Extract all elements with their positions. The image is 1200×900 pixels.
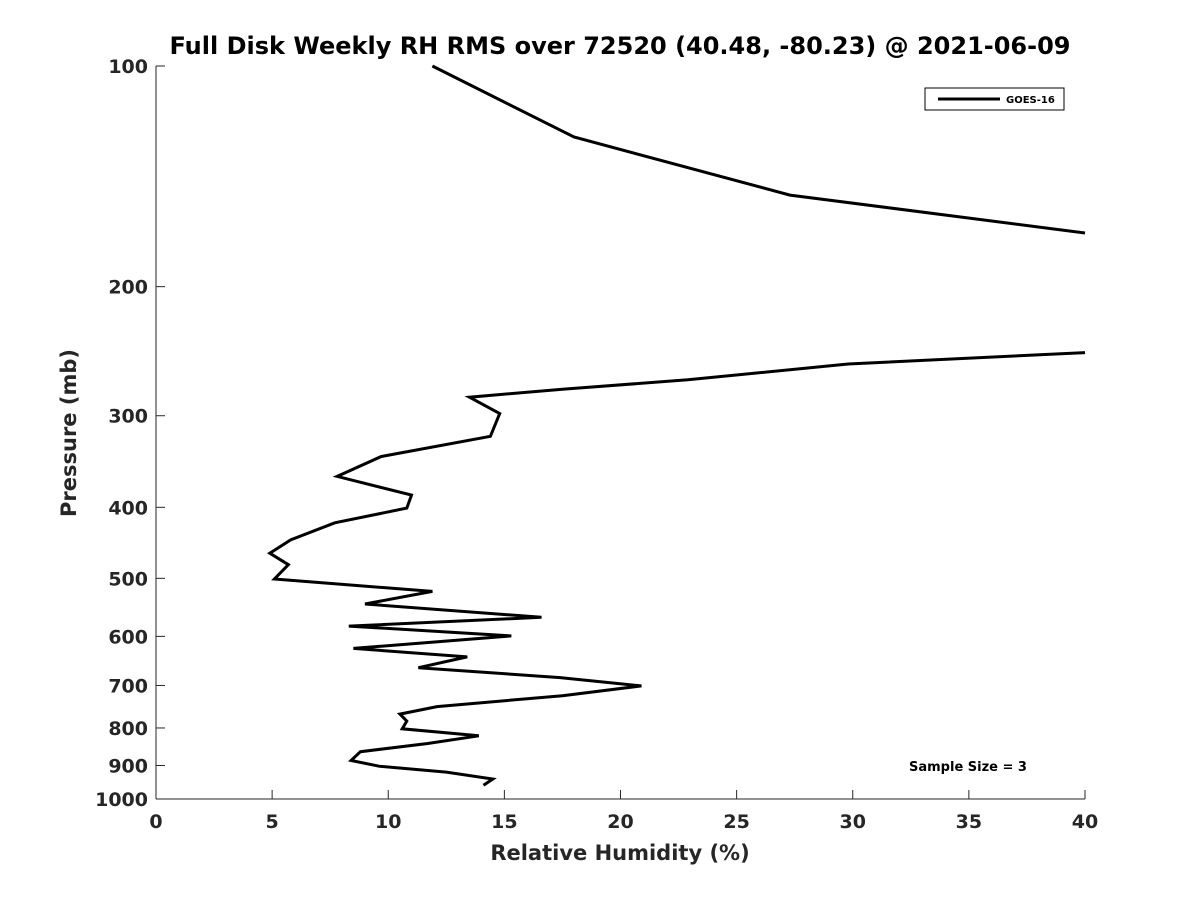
y-tick-label-100: 100 (108, 56, 148, 78)
y-axis-label: Pressure (mb) (57, 349, 81, 517)
y-tick-label-200: 200 (108, 277, 148, 299)
x-tick-label-25: 25 (723, 811, 749, 833)
x-axis-ticks: 0 5 10 15 20 25 30 35 40 (149, 790, 1098, 833)
x-tick-label-40: 40 (1072, 811, 1098, 833)
series-line-goes-16-segment-1 (431, 64, 1086, 235)
y-axis-ticks: 100 200 300 400 500 600 700 800 900 1000 (95, 56, 165, 811)
y-tick-label-1000: 1000 (95, 789, 148, 811)
y-tick-label-600: 600 (108, 626, 148, 648)
legend: GOES-16 (924, 87, 1065, 111)
x-tick-label-30: 30 (840, 811, 866, 833)
x-tick-label-15: 15 (491, 811, 517, 833)
y-tick-label-500: 500 (108, 568, 148, 590)
legend-label-goes-16: GOES-16 (1006, 95, 1055, 106)
y-tick-label-400: 400 (108, 497, 148, 519)
chart-title: Full Disk Weekly RH RMS over 72520 (40.4… (169, 32, 1070, 60)
x-axis-label: Relative Humidity (%) (490, 841, 749, 865)
y-tick-label-300: 300 (108, 406, 148, 428)
x-tick-label-35: 35 (956, 811, 982, 833)
x-tick-label-5: 5 (266, 811, 279, 833)
y-tick-label-900: 900 (108, 755, 148, 777)
y-tick-label-800: 800 (108, 718, 148, 740)
y-tick-label-700: 700 (108, 675, 148, 697)
series-line-goes-16-segment-2 (266, 351, 1086, 787)
sample-size-annotation: Sample Size = 3 (909, 760, 1027, 775)
x-tick-label-0: 0 (149, 811, 162, 833)
x-tick-label-10: 10 (375, 811, 401, 833)
x-tick-label-20: 20 (607, 811, 633, 833)
plot-lines (266, 64, 1086, 787)
